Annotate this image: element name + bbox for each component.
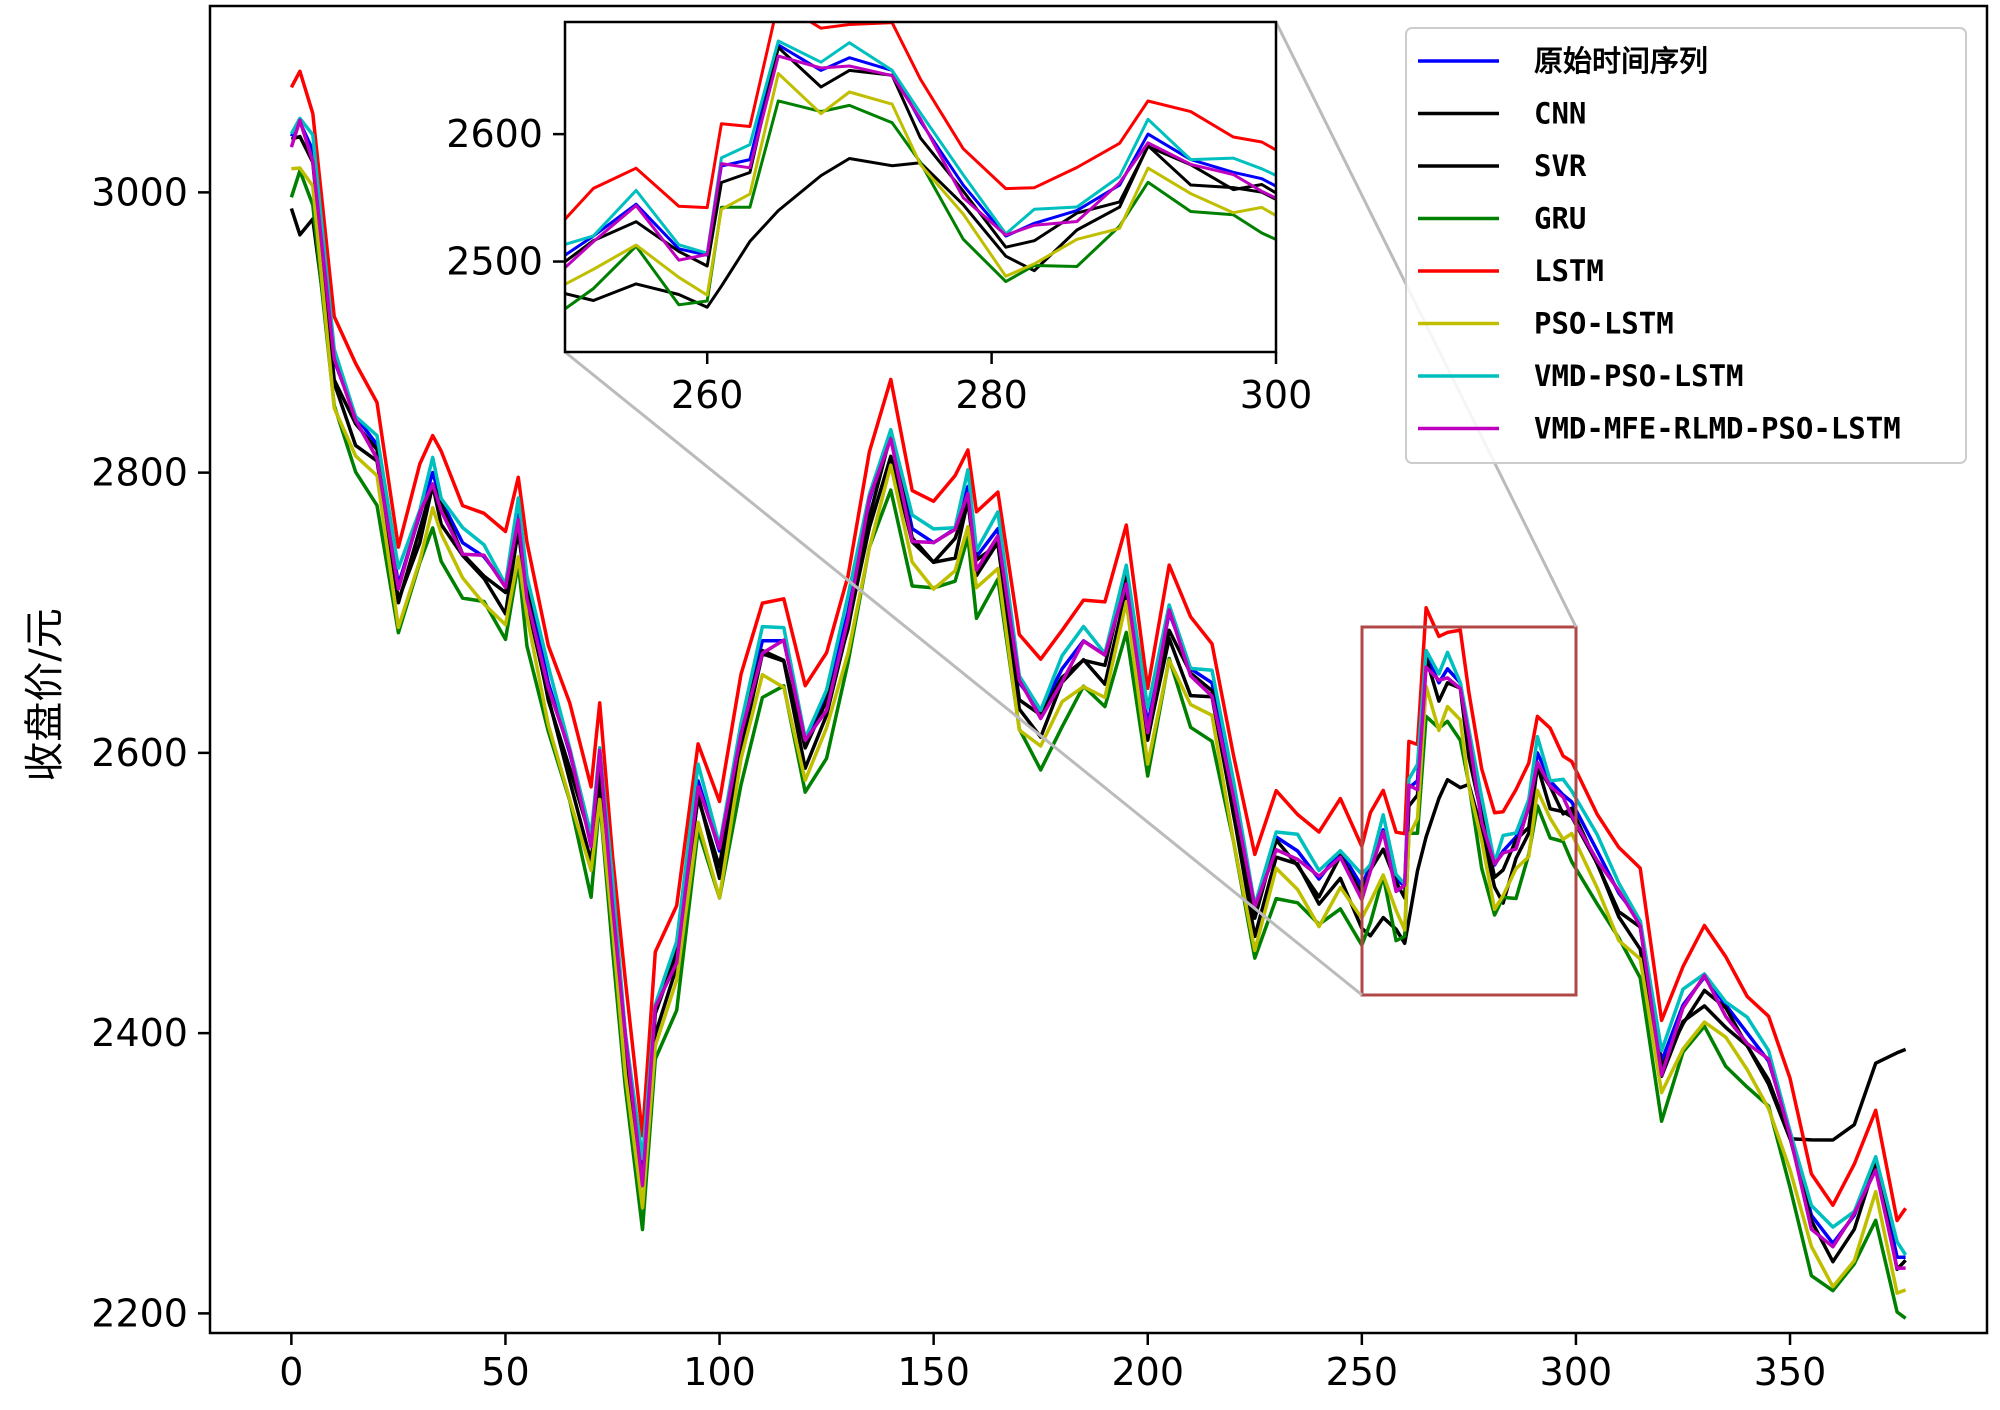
main-y-tick-label: 2200	[91, 1291, 188, 1335]
inset-axes-frame	[563, 20, 1278, 354]
main-y-tick-label: 2800	[91, 451, 188, 495]
legend-label: CNN	[1534, 97, 1586, 131]
main-x-tick-label: 150	[897, 1350, 970, 1394]
legend-label: VMD-PSO-LSTM	[1534, 359, 1744, 393]
main-x-tick-label: 200	[1111, 1350, 1184, 1394]
connector-line-lower	[564, 350, 1363, 997]
inset-x-tick-label: 280	[955, 373, 1028, 417]
main-series-line-4	[289, 69, 1908, 1223]
inset-y-tick-label: 2600	[446, 112, 543, 156]
main-series-line-6	[289, 116, 1908, 1256]
inset-y-tick-label: 2500	[446, 240, 543, 284]
main-x-tick-label: 100	[683, 1350, 756, 1394]
legend-item: LSTM	[1418, 254, 1604, 288]
legend-item: VMD-MFE-RLMD-PSO-LSTM	[1418, 412, 1901, 446]
legend-label: GRU	[1534, 202, 1586, 236]
legend-box	[1405, 27, 1967, 464]
inset-x-tick-label: 260	[671, 373, 744, 417]
inset-axis-ticks: 260 280 300 2500 2600	[446, 112, 1312, 417]
legend-item: VMD-PSO-LSTM	[1418, 359, 1744, 393]
main-x-tick-label: 50	[481, 1350, 529, 1394]
main-y-tick-label: 3000	[91, 170, 188, 214]
legend-item: PSO-LSTM	[1418, 307, 1674, 341]
main-series-line-7	[289, 118, 1906, 1270]
main-y-tick-label: 2600	[91, 731, 188, 775]
legend-item: SVR	[1418, 149, 1587, 183]
main-series-line-5	[291, 166, 1907, 1295]
y-axis-label: 收盘价/元	[22, 608, 68, 781]
inset-x-tick-label: 300	[1240, 373, 1313, 417]
main-y-tick-label: 2400	[91, 1011, 188, 1055]
zoom-region-rect	[1360, 625, 1578, 997]
legend-item: GRU	[1418, 202, 1586, 236]
legend: 原始时间序列 CNN SVR GRU LSTM PSO-LSTM VMD-PSO-LSTM V…	[1405, 27, 1967, 464]
main-plot-lines	[289, 69, 1908, 1320]
inset-background	[565, 22, 1276, 352]
legend-label: VMD-MFE-RLMD-PSO-LSTM	[1534, 412, 1901, 446]
main-axis-ticks: 0 50 100 150 200 250 300 350 2200 2400 2600 2800 300…	[91, 170, 1826, 1394]
main-x-tick-label: 350	[1754, 1350, 1827, 1394]
legend-item: CNN	[1418, 97, 1586, 131]
main-x-tick-label: 300	[1540, 1350, 1613, 1394]
main-axes-frame	[208, 4, 1989, 1335]
legend-item: 原始时间序列	[1418, 44, 1708, 78]
main-x-tick-label: 0	[279, 1350, 303, 1394]
main-x-tick-label: 250	[1326, 1350, 1399, 1394]
legend-label: LSTM	[1534, 254, 1604, 288]
legend-label: 原始时间序列	[1534, 44, 1708, 78]
legend-label: PSO-LSTM	[1534, 307, 1674, 341]
legend-label: SVR	[1534, 149, 1587, 183]
